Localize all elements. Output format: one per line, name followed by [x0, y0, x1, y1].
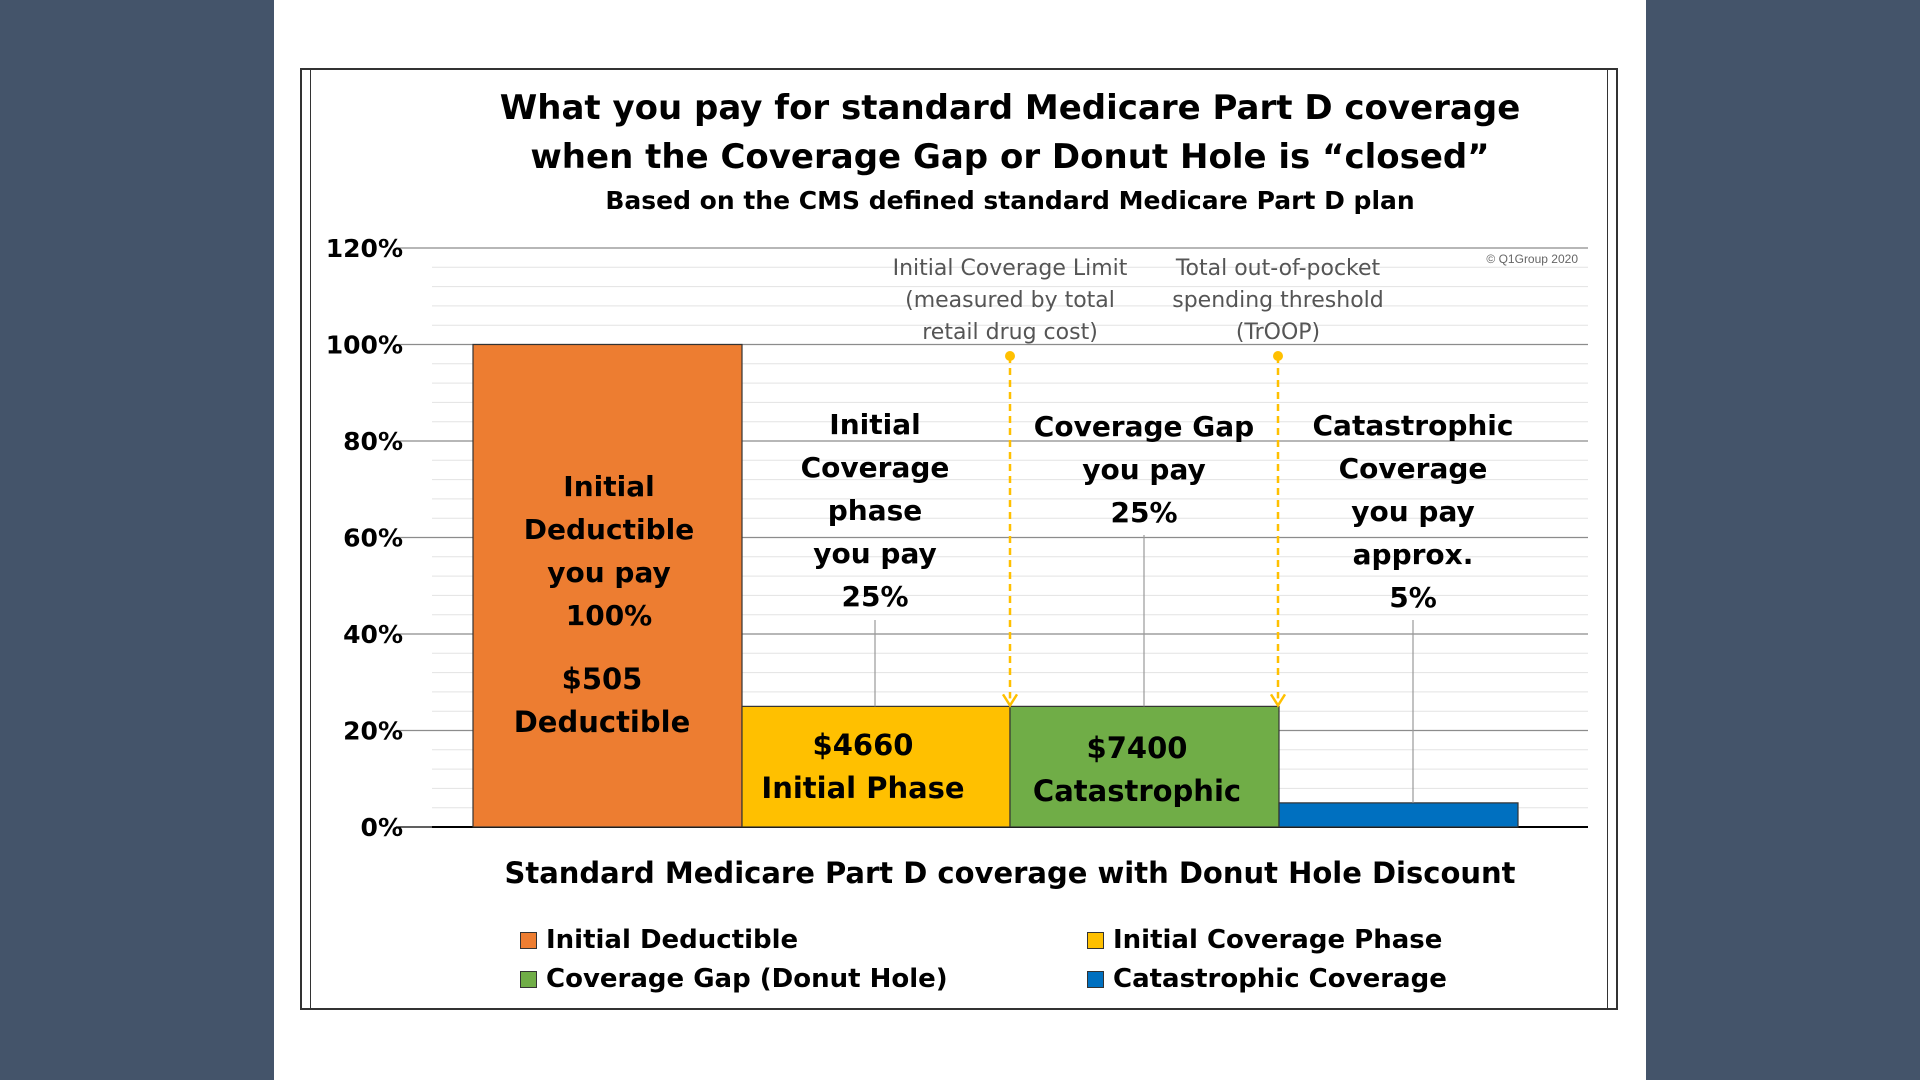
- deductible-amount-label: $505: [562, 662, 643, 696]
- initial-coverage-label: Initial: [829, 408, 920, 441]
- coverage-gap-label: you pay: [1082, 453, 1206, 486]
- bar-catastrophic: [1278, 802, 1519, 828]
- y-tick-label: 20%: [343, 717, 403, 746]
- initial-coverage-label: Coverage: [801, 451, 950, 484]
- catastrophic-label: Coverage: [1339, 452, 1488, 485]
- catastrophic-label: you pay: [1351, 495, 1475, 528]
- y-tick-label: 0%: [361, 813, 403, 842]
- boundary-marker-arrowhead: [1269, 693, 1287, 708]
- deductible-bar-label: 100%: [566, 599, 653, 632]
- legend-swatch: [520, 970, 537, 988]
- y-tick-label: 80%: [343, 427, 403, 456]
- coverage-gap-label: 25%: [1110, 496, 1177, 529]
- legend-item: Coverage Gap (Donut Hole): [520, 964, 948, 994]
- boundary-marker-arrowhead: [1001, 693, 1019, 708]
- gap-amount-label: Catastrophic: [1033, 774, 1241, 808]
- deductible-amount-label: Deductible: [514, 705, 691, 739]
- y-tick-label: 40%: [343, 620, 403, 649]
- annotation-text: Initial Coverage Limit: [893, 256, 1128, 281]
- initial-coverage-label: phase: [828, 494, 923, 527]
- legend-label: Catastrophic Coverage: [1113, 964, 1447, 994]
- catastrophic-label: 5%: [1389, 581, 1437, 614]
- annotation-text: (measured by total: [905, 288, 1115, 313]
- chart-title-line1: What you pay for standard Medicare Part …: [499, 88, 1521, 128]
- bar-coverage-gap: [1009, 705, 1280, 828]
- gap-amount-label: $7400: [1087, 731, 1188, 765]
- annotation-text: spending threshold: [1172, 288, 1384, 313]
- legend-label: Initial Deductible: [546, 925, 799, 955]
- deductible-bar-label: you pay: [547, 556, 671, 589]
- deductible-bar-label: Deductible: [524, 513, 694, 546]
- initial-phase-amount-label: $4660: [813, 728, 914, 762]
- x-axis-label: Standard Medicare Part D coverage with D…: [504, 856, 1516, 890]
- legend: Initial Deductible Initial Coverage Phase…: [520, 925, 1520, 1005]
- legend-item: Initial Deductible: [520, 925, 798, 955]
- bar-initial-coverage: [741, 705, 1011, 828]
- legend-item: Initial Coverage Phase: [1087, 925, 1442, 955]
- y-tick-label: 120%: [326, 234, 403, 263]
- legend-swatch: [1087, 931, 1104, 949]
- coverage-gap-label: Coverage Gap: [1034, 410, 1254, 443]
- chart-frame: [300, 68, 1618, 1010]
- legend-label: Initial Coverage Phase: [1113, 925, 1443, 955]
- bar-initial-deductible: [472, 343, 743, 828]
- deductible-bar-label: Initial: [563, 470, 654, 503]
- chart-subtitle: Based on the CMS defined standard Medica…: [605, 186, 1415, 215]
- initial-coverage-label: 25%: [841, 580, 908, 613]
- legend-label: Coverage Gap (Donut Hole): [546, 964, 948, 994]
- y-tick-label: 100%: [326, 331, 403, 360]
- catastrophic-label: Catastrophic: [1313, 409, 1514, 442]
- legend-swatch: [1087, 970, 1104, 988]
- chart-frame-inner: [310, 68, 1608, 1010]
- chart-title-line2: when the Coverage Gap or Donut Hole is “…: [530, 137, 1490, 177]
- legend-item: Catastrophic Coverage: [1087, 964, 1447, 994]
- initial-phase-amount-label: Initial Phase: [761, 771, 964, 805]
- annotation-text: (TrOOP): [1236, 320, 1320, 345]
- y-tick-label: 60%: [343, 524, 403, 553]
- copyright-text: © Q1Group 2020: [1486, 252, 1578, 266]
- legend-swatch: [520, 931, 537, 949]
- initial-coverage-label: you pay: [813, 537, 937, 570]
- annotation-text: retail drug cost): [922, 320, 1098, 345]
- catastrophic-label: approx.: [1353, 538, 1474, 571]
- annotation-text: Total out-of-pocket: [1175, 256, 1381, 281]
